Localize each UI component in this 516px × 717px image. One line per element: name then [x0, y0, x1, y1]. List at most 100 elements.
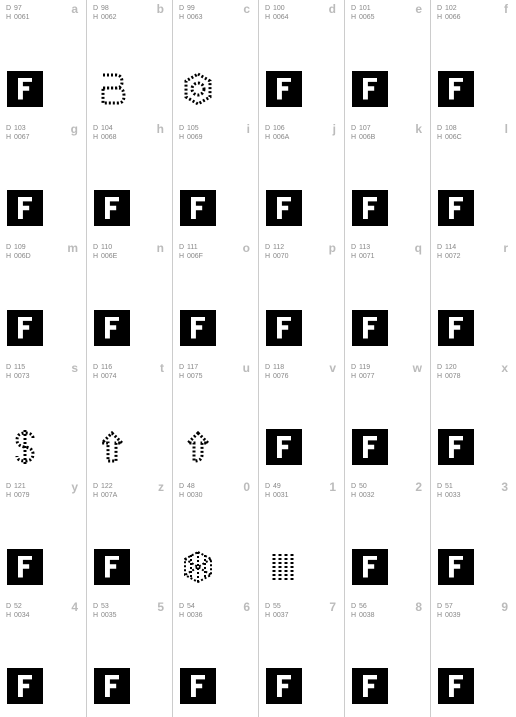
codepoint-meta: D107H006B — [351, 124, 375, 142]
glyph-preview — [265, 428, 303, 466]
default-glyph-icon — [266, 668, 302, 704]
char-label: n — [157, 241, 164, 255]
default-glyph-icon — [352, 429, 388, 465]
char-label: s — [71, 361, 78, 375]
char-label: w — [413, 361, 422, 375]
codepoint-meta: D101H0065 — [351, 4, 375, 22]
codepoint-meta: D50H0032 — [351, 482, 375, 500]
glyph-preview — [179, 70, 217, 108]
codepoint-meta: D112H0070 — [265, 243, 289, 261]
default-glyph-icon — [266, 429, 302, 465]
codepoint-meta: D98H0062 — [93, 4, 117, 22]
glyph-preview — [6, 428, 44, 466]
glyph-preview — [93, 667, 131, 705]
glyph-preview — [179, 189, 217, 227]
codepoint-meta: D113H0071 — [351, 243, 375, 261]
default-glyph-icon — [180, 668, 216, 704]
char-label: 8 — [415, 600, 422, 614]
codepoint-meta: D116H0074 — [93, 363, 117, 381]
char-label: g — [71, 122, 78, 136]
char-label: t — [160, 361, 164, 375]
char-label: 9 — [501, 600, 508, 614]
glyph-cell: D117H0075u — [172, 359, 258, 479]
glyph-cell: D111H006Fo — [172, 239, 258, 359]
glyph-preview — [351, 189, 389, 227]
default-glyph-icon — [438, 71, 474, 107]
char-label: d — [329, 2, 336, 16]
glyph-preview — [6, 667, 44, 705]
glyph-cell: D50H00322 — [344, 478, 430, 598]
glyph-cell: D52H0034 4 — [0, 598, 86, 717]
codepoint-meta: D97H0061 — [6, 4, 30, 22]
glyph-cell: D104H0068h — [86, 120, 172, 240]
glyph-cell: D100H0064 d — [258, 0, 344, 120]
default-glyph-icon — [94, 190, 130, 226]
codepoint-meta: D103H0067 — [6, 124, 30, 142]
glyph-cell: D99H0063c — [172, 0, 258, 120]
glyph-cell: D113H0071 q — [344, 239, 430, 359]
codepoint-meta: D104H0068 — [93, 124, 117, 142]
char-label: a — [71, 2, 78, 16]
char-label: k — [415, 122, 422, 136]
glyph-cell: D54H0036 6 — [172, 598, 258, 717]
codepoint-meta: D55H0037 — [265, 602, 289, 620]
char-label: u — [243, 361, 250, 375]
char-label: q — [415, 241, 422, 255]
codepoint-meta: D100H0064 — [265, 4, 289, 22]
glyph-cell: D97H0061 a — [0, 0, 86, 120]
codepoint-meta: D57H0039 — [437, 602, 461, 620]
default-glyph-icon — [438, 549, 474, 585]
glyph-preview — [265, 548, 303, 586]
glyph-preview — [265, 667, 303, 705]
char-label: e — [415, 2, 422, 16]
glyph-cell: D122H007Az — [86, 478, 172, 598]
codepoint-meta: D115H0073 — [6, 363, 30, 381]
default-glyph-icon — [7, 71, 43, 107]
glyph-cell: D110H006En — [86, 239, 172, 359]
glyph-preview — [93, 70, 131, 108]
glyph-cell: D102H0066f — [430, 0, 516, 120]
codepoint-meta: D102H0066 — [437, 4, 461, 22]
char-label: c — [243, 2, 250, 16]
glyph-cell: D57H0039 9 — [430, 598, 516, 717]
glyph-preview — [93, 428, 131, 466]
glyph-cell: D56H00388 — [344, 598, 430, 717]
codepoint-meta: D54H0036 — [179, 602, 203, 620]
codepoint-meta: D108H006C — [437, 124, 462, 142]
glyph-preview — [351, 70, 389, 108]
glyph-cell: D106H006A j — [258, 120, 344, 240]
glyph-preview — [179, 548, 217, 586]
glyph-cell: D107H006B k — [344, 120, 430, 240]
codepoint-meta: D109H006D — [6, 243, 31, 261]
char-label: 6 — [243, 600, 250, 614]
glyph-cell: D118H0076v — [258, 359, 344, 479]
codepoint-meta: D106H006A — [265, 124, 289, 142]
codepoint-meta: D119H0077 — [351, 363, 375, 381]
char-label: y — [71, 480, 78, 494]
glyph-preview — [437, 667, 475, 705]
codepoint-meta: D120H0078 — [437, 363, 461, 381]
glyph-cell: D109H006Dm — [0, 239, 86, 359]
default-glyph-icon — [438, 429, 474, 465]
glyph-preview — [351, 548, 389, 586]
char-label: 4 — [71, 600, 78, 614]
codepoint-meta: D51H0033 — [437, 482, 461, 500]
glyph-preview — [265, 309, 303, 347]
default-glyph-icon — [266, 310, 302, 346]
default-glyph-icon — [438, 310, 474, 346]
default-glyph-icon — [7, 668, 43, 704]
default-glyph-icon — [94, 668, 130, 704]
glyph-cell: D119H0077 w — [344, 359, 430, 479]
glyph-cell: D103H0067 g — [0, 120, 86, 240]
codepoint-meta: D121H0079 — [6, 482, 30, 500]
glyph-preview — [179, 428, 217, 466]
glyph-cell: D101H0065 e — [344, 0, 430, 120]
char-label: o — [243, 241, 250, 255]
glyph-preview — [351, 309, 389, 347]
char-label: j — [333, 122, 336, 136]
codepoint-meta: D105H0069 — [179, 124, 203, 142]
default-glyph-icon — [94, 310, 130, 346]
char-label: 0 — [243, 480, 250, 494]
codepoint-meta: D52H0034 — [6, 602, 30, 620]
glyph-preview — [6, 70, 44, 108]
